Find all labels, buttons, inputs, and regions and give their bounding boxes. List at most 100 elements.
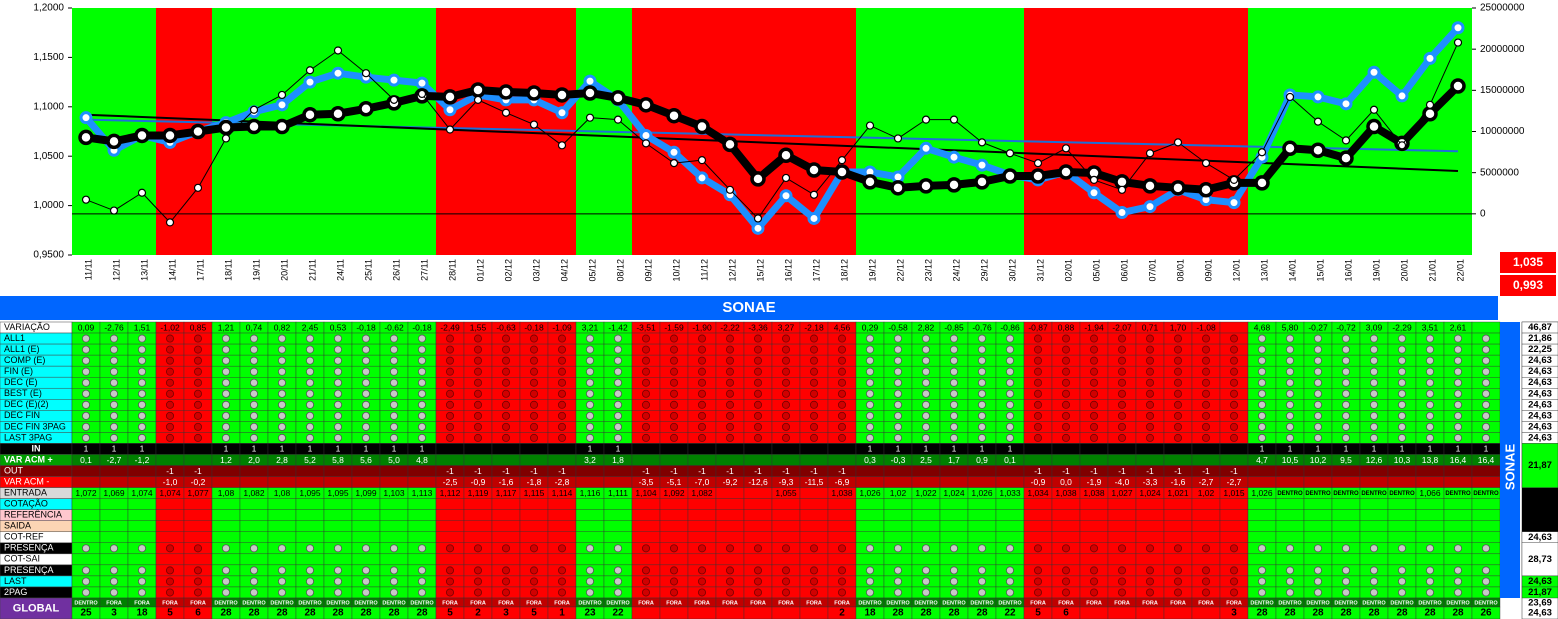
- cell: [99, 509, 129, 521]
- indicator-dot: [1342, 422, 1351, 431]
- cell: [519, 509, 549, 521]
- global-status: DENTRO: [942, 600, 966, 606]
- cell: [323, 553, 353, 566]
- cell: [743, 443, 773, 455]
- x-tick-label: 16/12: [783, 259, 793, 282]
- indicator-dot: [838, 422, 847, 431]
- series-point: [919, 141, 933, 155]
- indicator-dot: [445, 422, 454, 431]
- global-status: DENTRO: [1334, 600, 1358, 606]
- cell: [967, 531, 997, 544]
- indicator-dot: [1314, 367, 1323, 376]
- cell: [323, 531, 353, 544]
- cell-value: -12,6: [748, 477, 768, 487]
- x-tick-label: 26/11: [391, 259, 401, 281]
- cell: [267, 509, 297, 521]
- global-count: 5: [531, 608, 537, 619]
- series-point: [501, 108, 511, 117]
- cell: [1359, 531, 1389, 544]
- indicator-dot: [1314, 433, 1323, 442]
- cell: [1135, 454, 1165, 466]
- global-status: DENTRO: [382, 600, 406, 606]
- indicator-dot: [782, 389, 791, 398]
- cell: [1051, 531, 1081, 544]
- cell-value: 1: [1316, 444, 1321, 454]
- cell-value: 0,1: [80, 455, 92, 465]
- indicator-dot: [1314, 389, 1323, 398]
- indicator-dot: [1202, 356, 1211, 365]
- cell: [547, 531, 577, 544]
- cell: [211, 509, 241, 521]
- indicator-dot: [1398, 389, 1407, 398]
- band: [1276, 8, 1304, 255]
- cell: [771, 531, 801, 544]
- indicator-dot: [922, 433, 931, 442]
- indicator-dot: [193, 389, 202, 398]
- cell-value: DENTRO: [1333, 491, 1359, 497]
- cell: [519, 520, 549, 532]
- indicator-dot: [221, 577, 230, 586]
- global-status: FORA: [1226, 600, 1242, 606]
- cell: [1443, 531, 1473, 544]
- indicator-dot: [389, 356, 398, 365]
- x-tick-label: 05/01: [1091, 259, 1101, 282]
- indicator-dot: [586, 577, 595, 586]
- x-tick-label: 04/12: [559, 259, 569, 282]
- indicator-dot: [137, 422, 146, 431]
- series-point: [1198, 182, 1214, 198]
- series-point: [1367, 65, 1381, 79]
- indicator-dot: [305, 345, 314, 354]
- cell: [547, 498, 577, 510]
- cell-value: DENTRO: [1305, 491, 1331, 497]
- indicator-dot: [1062, 400, 1071, 409]
- indicator-dot: [530, 367, 539, 376]
- indicator-dot: [473, 422, 482, 431]
- series-point: [81, 195, 91, 204]
- cell: [1443, 520, 1473, 532]
- cell: [1107, 553, 1137, 566]
- cell: [603, 476, 633, 488]
- indicator-dot: [530, 411, 539, 420]
- indicator-dot: [754, 345, 763, 354]
- cell: [1359, 553, 1389, 566]
- indicator-dot: [1314, 345, 1323, 354]
- x-tick-label: 12/01: [1231, 259, 1241, 282]
- cell: [1303, 498, 1333, 510]
- indicator-dot: [922, 356, 931, 365]
- row-label: OUT: [4, 465, 24, 475]
- indicator-dot: [361, 422, 370, 431]
- indicator-dot: [586, 378, 595, 387]
- cell-value: 0,88: [1058, 322, 1075, 332]
- cell: [995, 509, 1025, 521]
- indicator-dot: [558, 334, 567, 343]
- indicator-dot: [698, 433, 707, 442]
- cell: [1135, 531, 1165, 544]
- cell: [407, 520, 437, 532]
- indicator-dot: [1286, 411, 1295, 420]
- indicator-dot: [1034, 378, 1043, 387]
- cell: [715, 498, 745, 510]
- global-status: DENTRO: [1250, 600, 1274, 606]
- indicator-dot: [389, 433, 398, 442]
- cell: [659, 553, 689, 566]
- cell-value: -2,29: [1392, 322, 1412, 332]
- cell-value: 0,3: [864, 455, 876, 465]
- series-point: [638, 97, 654, 113]
- x-tick-label: 21/11: [307, 259, 317, 281]
- cell: [183, 498, 213, 510]
- cell-value: 1,70: [1170, 322, 1187, 332]
- cell: [603, 531, 633, 544]
- indicator-dot: [1314, 588, 1323, 597]
- global-count: 3: [503, 608, 509, 619]
- series-point: [1339, 97, 1353, 111]
- cell-value: 3,51: [1422, 322, 1439, 332]
- indicator-dot: [1314, 566, 1323, 575]
- cell: [1023, 553, 1053, 566]
- cell-value: 1: [364, 444, 369, 454]
- indicator-dot: [193, 544, 202, 553]
- indicator-dot: [333, 356, 342, 365]
- cell: [995, 531, 1025, 544]
- cell-value: 1,074: [159, 488, 181, 498]
- indicator-dot: [1034, 422, 1043, 431]
- global-count: 28: [920, 608, 932, 619]
